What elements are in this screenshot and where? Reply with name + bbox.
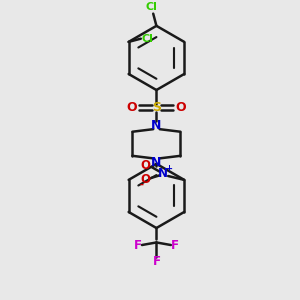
Text: -: - (140, 180, 143, 190)
Text: N: N (151, 119, 162, 132)
Text: +: + (165, 164, 172, 173)
Text: Cl: Cl (146, 2, 158, 12)
Text: O: O (141, 159, 151, 172)
Text: F: F (171, 238, 179, 251)
Text: O: O (176, 101, 186, 114)
Text: Cl: Cl (142, 34, 154, 44)
Text: F: F (152, 255, 160, 268)
Text: N: N (158, 167, 168, 180)
Text: O: O (140, 173, 150, 186)
Text: O: O (126, 101, 137, 114)
Text: N: N (151, 156, 162, 169)
Text: S: S (152, 101, 161, 114)
Text: F: F (134, 238, 142, 251)
